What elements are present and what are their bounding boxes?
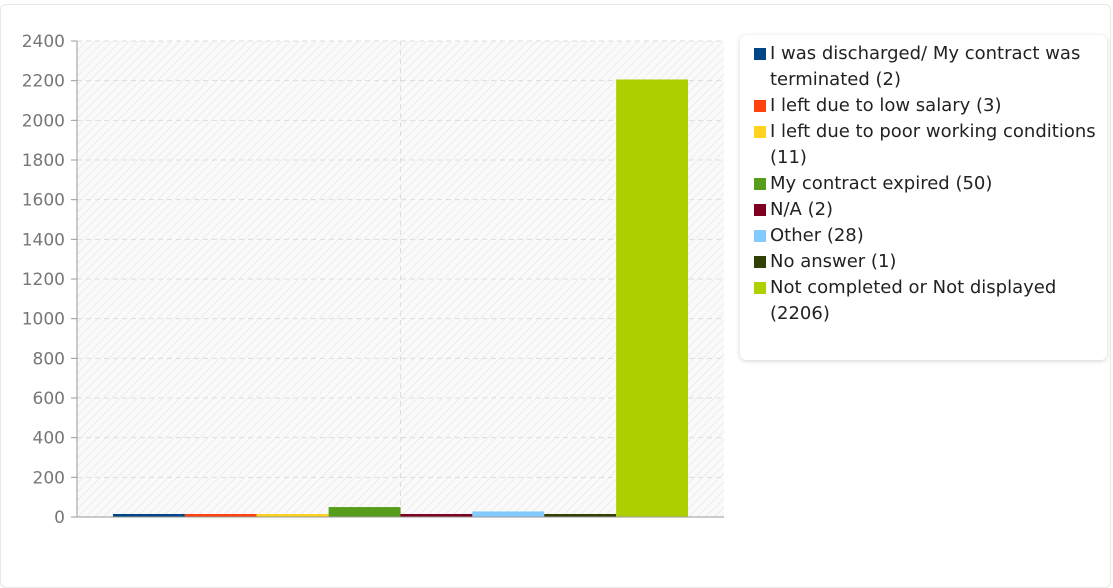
legend-label: Not completed or Not displayed (2206) (770, 277, 1057, 324)
y-tick-label: 1800 (22, 151, 65, 171)
legend-item[interactable]: N/A (2) (754, 197, 1110, 223)
legend-swatch (754, 256, 766, 268)
legend-item[interactable]: Not completed or Not displayed (2206) (754, 275, 1110, 327)
legend-item[interactable]: No answer (1) (754, 249, 1110, 275)
legend-label: Other (28) (770, 225, 864, 246)
y-tick-label: 2200 (22, 72, 65, 92)
legend-swatch (754, 178, 766, 190)
y-tick-label: 1000 (22, 310, 65, 330)
y-tick-label: 1200 (22, 270, 65, 290)
bar-4[interactable] (400, 514, 473, 517)
legend-swatch (754, 100, 766, 112)
legend-item[interactable]: My contract expired (50) (754, 171, 1110, 197)
legend-swatch (754, 48, 766, 60)
y-tick-label: 800 (33, 349, 65, 369)
bar-7[interactable] (616, 79, 688, 517)
y-tick-label: 1600 (22, 191, 65, 211)
legend: I was discharged/ My contract was termin… (740, 35, 1107, 360)
y-axis-ticks: 0 200 400 600 800 1000 1200 1400 1600 1800 2000 220… (22, 32, 77, 528)
legend-item[interactable]: I left due to poor working conditions (1… (754, 119, 1110, 171)
legend-swatch (754, 282, 766, 294)
bar-0[interactable] (113, 514, 185, 517)
bar-2[interactable] (256, 514, 329, 517)
legend-label: I was discharged/ My contract was termin… (770, 43, 1081, 90)
bars (113, 79, 688, 517)
legend-swatch (754, 126, 766, 138)
grid-lines (77, 40, 724, 517)
y-tick-label: 200 (33, 468, 65, 488)
bar-chart: 0 200 400 600 800 1000 1200 1400 1600 1800 2000 220… (22, 32, 724, 528)
legend-label: I left due to low salary (3) (770, 95, 1002, 116)
y-tick-label: 400 (33, 429, 65, 449)
legend-label: My contract expired (50) (770, 173, 993, 194)
bar-6[interactable] (544, 514, 617, 517)
y-tick-label: 2000 (22, 111, 65, 131)
y-tick-label: 0 (54, 508, 65, 528)
legend-swatch (754, 230, 766, 242)
legend-label: I left due to poor working conditions (1… (770, 121, 1096, 168)
legend-item[interactable]: Other (28) (754, 223, 1110, 249)
bar-3[interactable] (328, 507, 401, 517)
bar-1[interactable] (184, 514, 257, 517)
legend-label: N/A (2) (770, 199, 834, 220)
legend-item[interactable]: I left due to low salary (3) (754, 93, 1110, 119)
bar-5[interactable] (472, 511, 545, 517)
legend-swatch (754, 204, 766, 216)
y-tick-label: 1400 (22, 230, 65, 250)
y-tick-label: 600 (33, 389, 65, 409)
y-tick-label: 2400 (22, 32, 65, 52)
legend-label: No answer (1) (770, 251, 897, 272)
legend-item[interactable]: I was discharged/ My contract was termin… (754, 41, 1110, 93)
